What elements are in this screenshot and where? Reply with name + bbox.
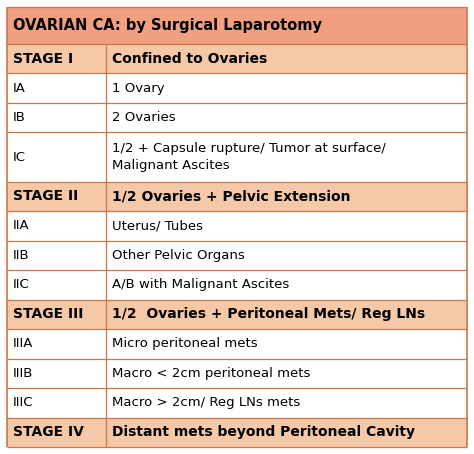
Text: OVARIAN CA: by Surgical Laparotomy: OVARIAN CA: by Surgical Laparotomy [13, 18, 322, 33]
Text: 1/2  Ovaries + Peritoneal Mets/ Reg LNs: 1/2 Ovaries + Peritoneal Mets/ Reg LNs [112, 307, 425, 321]
Text: IIIA: IIIA [13, 337, 33, 350]
Bar [7, 103, 467, 133]
Text: STAGE III: STAGE III [13, 307, 83, 321]
Text: IB: IB [13, 111, 26, 124]
Text: STAGE II: STAGE II [13, 189, 78, 203]
Text: STAGE I: STAGE I [13, 52, 73, 66]
Text: 1/2 Ovaries + Pelvic Extension: 1/2 Ovaries + Pelvic Extension [112, 189, 350, 203]
Text: IIIC: IIIC [13, 396, 33, 410]
Text: Macro > 2cm/ Reg LNs mets: Macro > 2cm/ Reg LNs mets [112, 396, 300, 410]
Text: IA: IA [13, 82, 26, 95]
Text: STAGE IV: STAGE IV [13, 425, 84, 439]
Bar [7, 182, 467, 211]
Text: 2 Ovaries: 2 Ovaries [112, 111, 175, 124]
Bar [7, 211, 467, 241]
Text: Confined to Ovaries: Confined to Ovaries [112, 52, 267, 66]
Text: Distant mets beyond Peritoneal Cavity: Distant mets beyond Peritoneal Cavity [112, 425, 415, 439]
Text: A/B with Malignant Ascites: A/B with Malignant Ascites [112, 278, 289, 291]
Bar [7, 359, 467, 388]
Text: IIC: IIC [13, 278, 29, 291]
Text: IIB: IIB [13, 249, 29, 262]
Text: IIA: IIA [13, 219, 29, 232]
Text: Uterus/ Tubes: Uterus/ Tubes [112, 219, 203, 232]
Bar [7, 388, 467, 418]
Text: Macro < 2cm peritoneal mets: Macro < 2cm peritoneal mets [112, 367, 310, 380]
Bar [7, 7, 467, 44]
Text: 1 Ovary: 1 Ovary [112, 82, 164, 95]
Bar [7, 74, 467, 103]
Bar [7, 133, 467, 182]
Text: IIIB: IIIB [13, 367, 33, 380]
Bar [7, 418, 467, 447]
Text: IC: IC [13, 151, 26, 163]
Text: Micro peritoneal mets: Micro peritoneal mets [112, 337, 257, 350]
Bar [7, 329, 467, 359]
Bar [7, 44, 467, 74]
Bar [7, 300, 467, 329]
Bar [7, 270, 467, 300]
Bar [7, 241, 467, 270]
Text: Other Pelvic Organs: Other Pelvic Organs [112, 249, 245, 262]
Text: 1/2 + Capsule rupture/ Tumor at surface/
Malignant Ascites: 1/2 + Capsule rupture/ Tumor at surface/… [112, 142, 385, 172]
